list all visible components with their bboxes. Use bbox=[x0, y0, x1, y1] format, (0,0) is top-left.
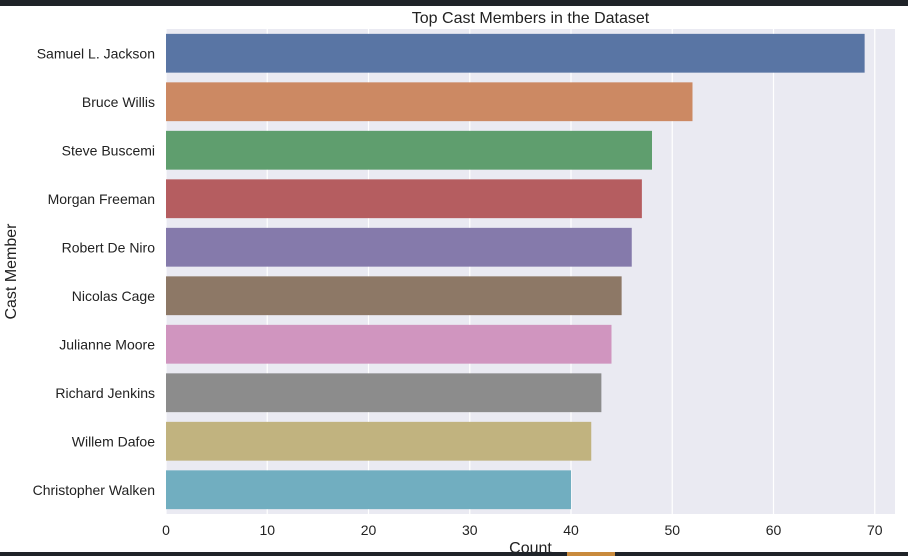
x-tick-label: 0 bbox=[162, 522, 170, 538]
chart-title: Top Cast Members in the Dataset bbox=[412, 10, 650, 27]
bar bbox=[166, 33, 865, 73]
y-tick-label: Steve Buscemi bbox=[62, 142, 155, 158]
bar bbox=[166, 227, 632, 267]
bar bbox=[166, 276, 622, 316]
window-top-bar bbox=[0, 0, 908, 6]
y-tick-label: Samuel L. Jackson bbox=[37, 45, 155, 61]
bar bbox=[166, 470, 571, 510]
bars bbox=[166, 33, 865, 510]
x-tick-label: 10 bbox=[259, 522, 275, 538]
x-tick-label: 40 bbox=[563, 522, 579, 538]
x-tick-label: 70 bbox=[867, 522, 883, 538]
y-tick-label: Richard Jenkins bbox=[55, 385, 155, 401]
bar bbox=[166, 324, 612, 364]
y-tick-label: Morgan Freeman bbox=[48, 191, 155, 207]
y-axis-label: Cast Member bbox=[3, 223, 20, 320]
y-tick-label: Julianne Moore bbox=[59, 336, 155, 352]
x-tick-labels: 0 10 20 30 40 50 60 70 bbox=[162, 522, 883, 538]
y-tick-label: Robert De Niro bbox=[62, 239, 156, 255]
x-tick-label: 50 bbox=[664, 522, 680, 538]
y-tick-label: Nicolas Cage bbox=[72, 288, 155, 304]
window-bottom-bar bbox=[0, 552, 908, 556]
bar bbox=[166, 373, 602, 413]
y-tick-labels: Samuel L. Jackson Bruce Willis Steve Busce… bbox=[33, 45, 156, 498]
taskbar-accent bbox=[567, 552, 615, 556]
bar bbox=[166, 130, 652, 170]
x-tick-label: 60 bbox=[766, 522, 782, 538]
x-tick-label: 30 bbox=[462, 522, 478, 538]
y-tick-label: Willem Dafoe bbox=[72, 433, 155, 449]
x-tick-label: 20 bbox=[361, 522, 377, 538]
bar bbox=[166, 82, 693, 122]
bar bbox=[166, 421, 592, 461]
bar bbox=[166, 179, 642, 219]
y-tick-label: Bruce Willis bbox=[82, 94, 155, 110]
y-tick-label: Christopher Walken bbox=[33, 482, 155, 498]
